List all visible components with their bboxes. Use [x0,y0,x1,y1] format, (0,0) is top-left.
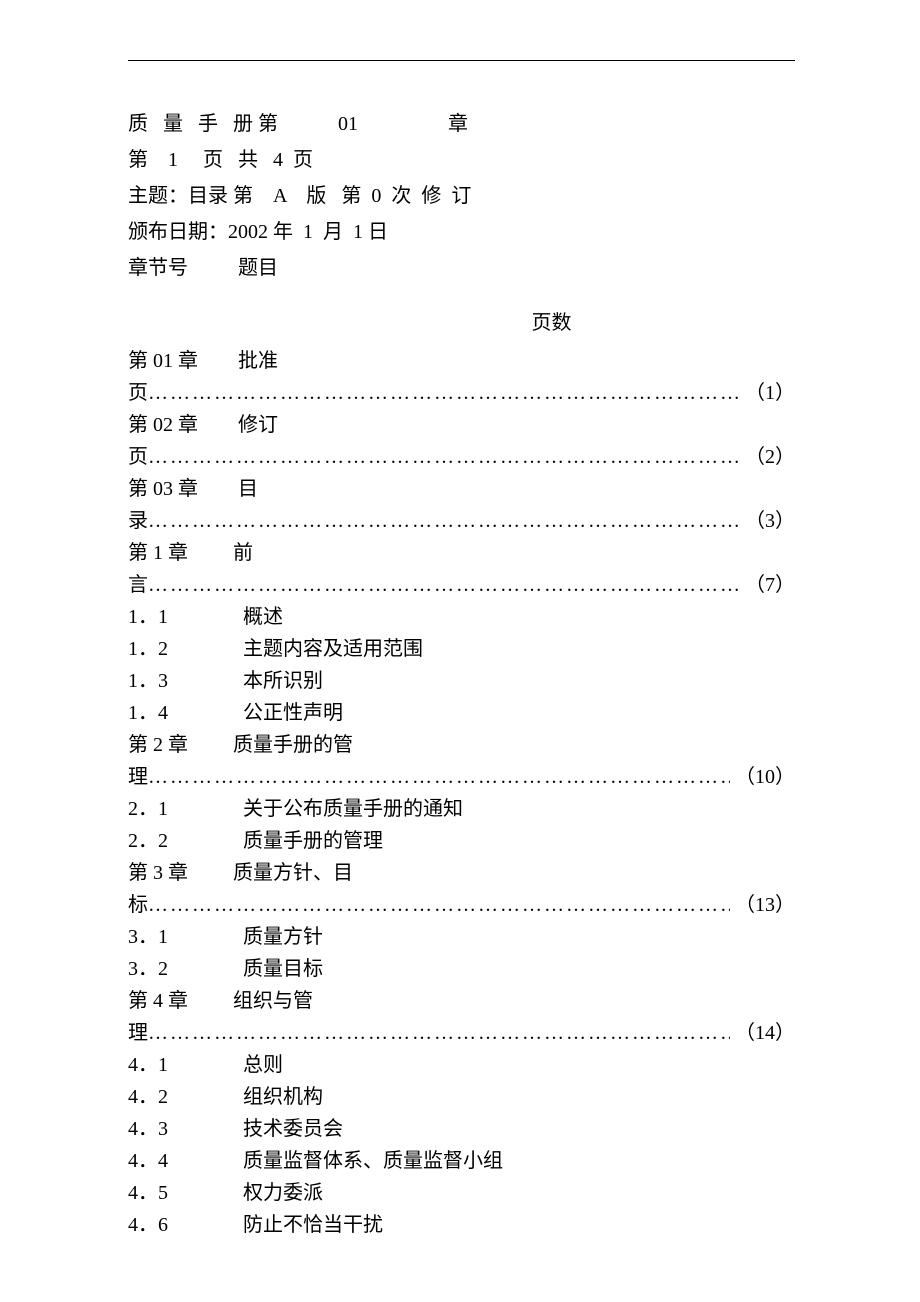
toc-page-number: （14） [730,1017,795,1049]
toc-title-continuation: 理 [128,1017,148,1049]
chapter-number: 01 [338,113,358,135]
chapter-suffix: 章 [448,113,468,135]
toc-body: 第 01 章 批准页………………………………………………………………………………… [128,345,795,1241]
toc-chapter-dotted: 言………………………………………………………………………………………… （7） [128,569,795,601]
toc-chapter-line: 第 03 章 目 [128,473,795,505]
toc-sub-line: 4．2 组织机构 [128,1081,795,1113]
subject-label: 主题：目录 [128,185,228,207]
toc-title-continuation: 录 [128,505,148,537]
toc-chapter-dotted: 页………………………………………………………………………………………… （1） [128,377,795,409]
header-line-1: 质 量 手 册 第 01 章 [128,106,795,142]
toc-title-continuation: 页 [128,441,148,473]
top-rule [128,60,795,61]
header-columns-line: 章节号 题目 [128,250,795,286]
toc-page-number: （1） [740,377,795,409]
toc-sub-line: 1．3 本所识别 [128,665,795,697]
toc-sub-line: 3．1 质量方针 [128,921,795,953]
toc-title-continuation: 标 [128,889,148,921]
version-text: 第 A 版 第 0 次 修 订 [233,185,471,207]
toc-sub-line: 2．2 质量手册的管理 [128,825,795,857]
toc-page-number: （10） [730,761,795,793]
toc-page-number: （2） [740,441,795,473]
toc-sub-line: 1．1 概述 [128,601,795,633]
doc-title-char: 手 [198,113,218,135]
toc-sub-line: 1．2 主题内容及适用范围 [128,633,795,665]
doc-title-char: 册 [233,113,253,135]
col-right-label: 页数 [128,306,795,335]
toc-sub-line: 4．6 防止不恰当干扰 [128,1209,795,1241]
toc-leader-dots: ………………………………………………………………………………………… [148,761,730,793]
toc-title-continuation: 言 [128,569,148,601]
header-issue-line: 颁布日期：2002 年 1 月 1 日 [128,214,795,250]
toc-title-continuation: 页 [128,377,148,409]
toc-chapter-line: 第 4 章 组织与管 [128,985,795,1017]
toc-leader-dots: ………………………………………………………………………………………… [148,569,740,601]
chapter-prefix: 第 [258,113,278,135]
toc-sub-line: 4．4 质量监督体系、质量监督小组 [128,1145,795,1177]
toc-leader-dots: ………………………………………………………………………………………… [148,505,740,537]
toc-chapter-line: 第 01 章 批准 [128,345,795,377]
doc-title-char: 量 [163,113,183,135]
toc-sub-line: 2．1 关于公布质量手册的通知 [128,793,795,825]
toc-leader-dots: ………………………………………………………………………………………… [148,441,740,473]
doc-title-char: 质 [128,113,148,135]
toc-sub-line: 4．3 技术委员会 [128,1113,795,1145]
toc-sub-line: 3．2 质量目标 [128,953,795,985]
toc-sub-line: 4．1 总则 [128,1049,795,1081]
toc-page-number: （7） [740,569,795,601]
toc-leader-dots: ………………………………………………………………………………………… [148,889,730,921]
toc-leader-dots: ………………………………………………………………………………………… [148,1017,730,1049]
header-subject-line: 主题：目录 第 A 版 第 0 次 修 订 [128,178,795,214]
document-page: 质 量 手 册 第 01 章 第 1 页 共 4 页 主题：目录 第 A 版 第… [0,0,920,1302]
toc-page-number: （13） [730,889,795,921]
toc-chapter-dotted: 录………………………………………………………………………………………… （3） [128,505,795,537]
col-left-label: 章节号 [128,257,188,279]
toc-chapter-line: 第 2 章 质量手册的管 [128,729,795,761]
toc-leader-dots: ………………………………………………………………………………………… [148,377,740,409]
col-mid-label: 题目 [238,257,278,279]
toc-chapter-dotted: 理………………………………………………………………………………………… （10） [128,761,795,793]
toc-title-continuation: 理 [128,761,148,793]
toc-chapter-dotted: 页………………………………………………………………………………………… （2） [128,441,795,473]
toc-chapter-line: 第 02 章 修订 [128,409,795,441]
toc-sub-line: 4．5 权力委派 [128,1177,795,1209]
toc-chapter-dotted: 标………………………………………………………………………………………… （13） [128,889,795,921]
toc-chapter-dotted: 理………………………………………………………………………………………… （14） [128,1017,795,1049]
toc-page-number: （3） [740,505,795,537]
header-page-line: 第 1 页 共 4 页 [128,142,795,178]
toc-sub-line: 1．4 公正性声明 [128,697,795,729]
toc-chapter-line: 第 1 章 前 [128,537,795,569]
toc-chapter-line: 第 3 章 质量方针、目 [128,857,795,889]
